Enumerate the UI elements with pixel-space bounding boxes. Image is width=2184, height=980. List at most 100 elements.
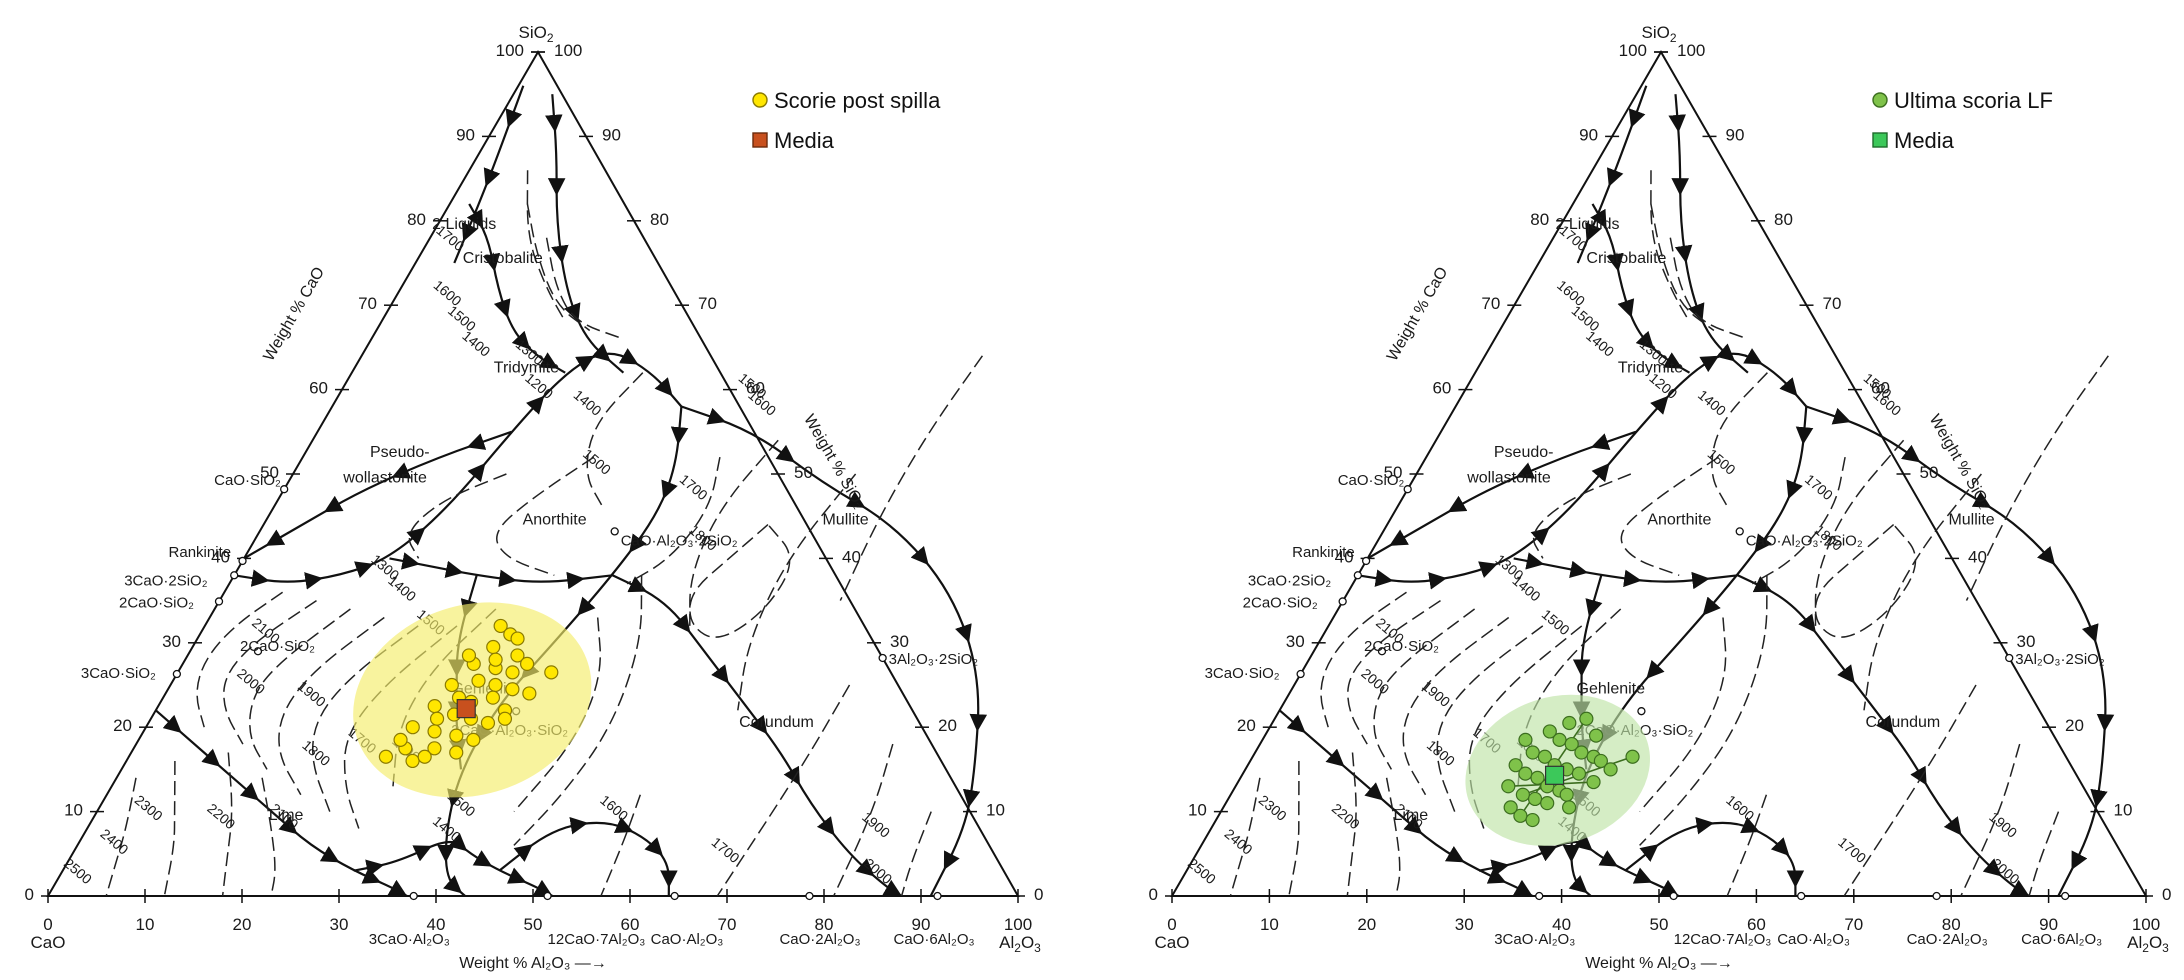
isotherm-label: 2400 bbox=[97, 825, 131, 857]
isotherm-label: 1600 bbox=[597, 792, 631, 824]
isotherm-curve bbox=[196, 591, 284, 728]
legend: Scorie post spilla Media bbox=[752, 88, 941, 153]
isotherm-label: 1700 bbox=[1835, 834, 1869, 866]
data-points bbox=[1501, 711, 1640, 828]
bottom-tick-label: 50 bbox=[524, 915, 543, 934]
isotherm-curve bbox=[1517, 608, 1622, 787]
phase-field-label: 2 Liquids bbox=[432, 216, 496, 233]
bottom-tick-label: 90 bbox=[2039, 915, 2058, 934]
isotherm-label: 1900 bbox=[1419, 678, 1453, 710]
phase-field-label: Tridymite bbox=[1618, 360, 1683, 377]
data-point bbox=[493, 618, 508, 634]
mean-marker bbox=[1544, 765, 1565, 785]
phase-field-label: Anorthite bbox=[1647, 512, 1711, 529]
compound-label: CaO·Al₂O₃ bbox=[1777, 931, 1850, 948]
corner-label-part: 3 bbox=[2162, 941, 2169, 955]
isotherm-curve bbox=[261, 777, 276, 897]
data-point bbox=[1537, 749, 1552, 764]
isotherm-label: 1500 bbox=[1569, 302, 1603, 334]
isotherm-curve bbox=[1711, 372, 1768, 509]
right-tick-label: 0 bbox=[1034, 885, 1043, 904]
compound-label: CaO·SiO₂ bbox=[214, 472, 281, 489]
compound-label: CaO·6Al₂O₃ bbox=[893, 931, 974, 948]
axis-title-sio2: Weight % SiO₂ bbox=[1926, 412, 1993, 512]
boundary-line bbox=[1737, 574, 2030, 897]
isotherm-curve bbox=[1347, 599, 1441, 745]
isotherm-curve bbox=[716, 684, 851, 897]
legend-label: Media bbox=[774, 128, 835, 153]
isotherm-curve bbox=[1650, 170, 1691, 323]
phase-field-label: Corundum bbox=[1866, 714, 1941, 731]
boundary-line bbox=[1478, 832, 1680, 897]
data-point bbox=[378, 749, 393, 764]
data-point bbox=[488, 677, 503, 693]
isotherm-curve bbox=[1965, 355, 2109, 601]
isotherm-curve bbox=[249, 608, 351, 770]
data-point bbox=[1562, 715, 1577, 731]
right-tick-label: 50 bbox=[794, 463, 813, 482]
data-point bbox=[522, 686, 537, 701]
isotherm-curve bbox=[1639, 575, 1768, 846]
right-tick-label: 60 bbox=[746, 379, 765, 398]
isotherm-curve bbox=[1814, 524, 1917, 638]
data-point bbox=[427, 724, 442, 739]
right-tick-label: 30 bbox=[890, 632, 909, 651]
data-point bbox=[519, 656, 535, 672]
data-point bbox=[1593, 753, 1608, 769]
bottom-tick-label: 40 bbox=[1552, 915, 1571, 934]
right-tick-label: 60 bbox=[1871, 379, 1890, 398]
phase-field-label: Pseudo- bbox=[370, 444, 430, 461]
right-tick-label: 10 bbox=[986, 801, 1005, 820]
bottom-tick-label: 30 bbox=[1455, 915, 1474, 934]
isotherm-label: 1700 bbox=[709, 834, 743, 866]
right-tick-label: 100 bbox=[1677, 41, 1705, 60]
corner-label-cao: CaO bbox=[31, 933, 66, 952]
data-point bbox=[505, 665, 520, 680]
isotherm-curve bbox=[1436, 625, 1544, 812]
boundary-line bbox=[1624, 816, 1805, 896]
compound-point bbox=[1377, 647, 1387, 656]
isotherm-curve bbox=[278, 616, 385, 796]
isotherm-curve bbox=[689, 439, 779, 626]
data-point bbox=[485, 690, 501, 705]
compound-point bbox=[280, 485, 289, 494]
data-point bbox=[510, 648, 525, 663]
isotherm-label: 1600 bbox=[745, 387, 779, 419]
compound-point bbox=[214, 597, 224, 606]
isotherm-curve bbox=[1814, 439, 1905, 626]
left-tick-label: 100 bbox=[496, 41, 524, 60]
phase-field-label: Anorthite bbox=[523, 512, 587, 529]
compound-label: CaO·2Al₂O₃ bbox=[1907, 931, 1988, 948]
corner-label-al2o3: Al2O3 bbox=[2127, 933, 2169, 955]
data-point bbox=[486, 639, 501, 655]
compound-point bbox=[805, 891, 814, 901]
right-tick-label: 0 bbox=[2162, 885, 2171, 904]
isotherm-label: 1600 bbox=[1554, 277, 1588, 309]
isotherm-curve bbox=[1960, 743, 2021, 897]
isotherm-curve bbox=[689, 524, 791, 638]
isotherm-curve bbox=[839, 355, 984, 601]
data-point bbox=[393, 732, 408, 747]
axis-title-cao: Weight % CaO bbox=[261, 264, 328, 364]
isotherm-curve bbox=[1751, 456, 1846, 585]
bottom-tick-label: 80 bbox=[1942, 915, 1961, 934]
bottom-tick-label: 80 bbox=[815, 915, 834, 934]
left-tick-label: 100 bbox=[1619, 41, 1647, 60]
isotherm-curve bbox=[1320, 591, 1407, 728]
apex-label-sio2: SiO2 bbox=[518, 23, 553, 45]
compound-point bbox=[230, 571, 239, 580]
bottom-tick-label: 60 bbox=[621, 915, 640, 934]
isotherm-label: 1400 bbox=[1695, 387, 1729, 419]
isotherm-label: 2000 bbox=[234, 665, 268, 697]
isotherm-curve bbox=[163, 760, 176, 897]
bottom-tick-label: 30 bbox=[330, 915, 349, 934]
corner-label-part: 2 bbox=[2142, 941, 2149, 955]
bottom-tick-label: 10 bbox=[136, 915, 155, 934]
compound-label: 3CaO·SiO₂ bbox=[81, 665, 156, 682]
isotherm-curve bbox=[1468, 625, 1583, 829]
isotherm-curve bbox=[1346, 752, 1357, 897]
phase-field-label: Mullite bbox=[1948, 512, 1994, 529]
bottom-tick-label: 40 bbox=[427, 915, 446, 934]
